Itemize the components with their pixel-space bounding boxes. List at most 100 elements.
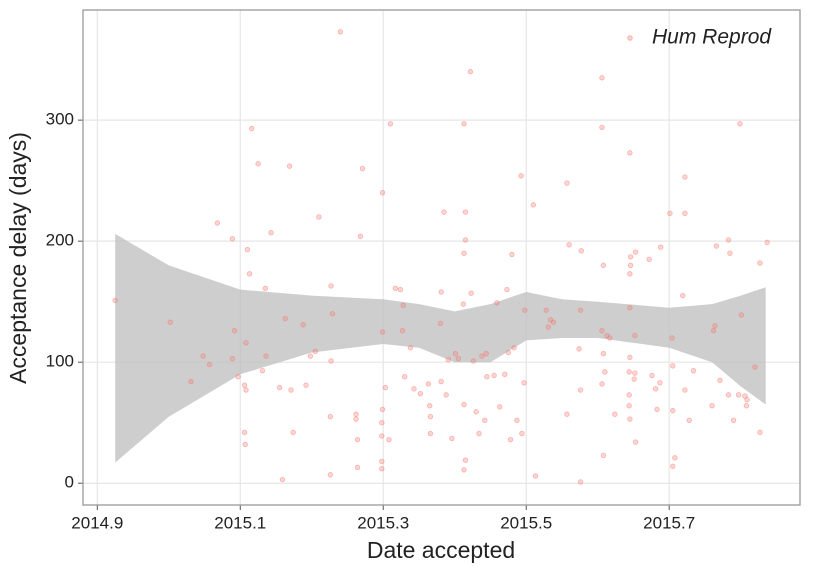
point bbox=[514, 417, 520, 423]
point bbox=[354, 436, 361, 443]
point bbox=[632, 370, 638, 376]
x-tick-label: 2015.5 bbox=[500, 513, 552, 532]
point bbox=[599, 328, 605, 334]
point bbox=[307, 353, 314, 359]
point bbox=[476, 430, 482, 437]
point bbox=[566, 242, 572, 248]
point bbox=[509, 251, 515, 258]
y-axis-label: Acceptance delay (days) bbox=[5, 132, 31, 384]
point bbox=[379, 465, 385, 472]
point bbox=[600, 351, 607, 357]
point bbox=[505, 349, 512, 356]
point bbox=[112, 297, 118, 304]
point bbox=[392, 285, 399, 292]
point bbox=[329, 311, 336, 317]
point bbox=[235, 374, 241, 380]
point bbox=[652, 386, 659, 392]
point bbox=[725, 237, 732, 243]
point bbox=[669, 335, 675, 341]
point bbox=[461, 467, 467, 473]
point bbox=[379, 420, 385, 426]
point bbox=[627, 354, 633, 361]
point bbox=[300, 321, 306, 328]
point bbox=[286, 163, 293, 169]
point bbox=[354, 464, 361, 471]
point bbox=[438, 378, 444, 385]
point bbox=[577, 479, 584, 485]
point bbox=[738, 312, 745, 318]
point bbox=[316, 214, 322, 220]
point bbox=[730, 417, 737, 423]
y-tick-label: 200 bbox=[46, 231, 74, 250]
x-tick-label: 2014.9 bbox=[71, 513, 123, 532]
confidence-band bbox=[115, 233, 766, 463]
point bbox=[627, 254, 634, 260]
point bbox=[231, 328, 238, 334]
point bbox=[427, 413, 434, 420]
y-tick-label: 100 bbox=[46, 352, 74, 371]
point bbox=[686, 417, 692, 423]
point bbox=[441, 209, 447, 215]
point bbox=[462, 237, 469, 243]
point bbox=[288, 387, 294, 393]
point bbox=[242, 441, 248, 448]
point bbox=[386, 436, 392, 443]
x-tick-label: 2015.1 bbox=[214, 513, 266, 532]
point bbox=[382, 384, 389, 391]
point bbox=[632, 249, 639, 255]
point bbox=[443, 392, 449, 398]
point bbox=[379, 406, 386, 413]
point bbox=[491, 372, 497, 379]
point bbox=[243, 387, 249, 393]
point bbox=[667, 210, 673, 217]
point bbox=[602, 369, 608, 375]
point bbox=[357, 233, 364, 240]
point bbox=[600, 262, 607, 269]
point bbox=[425, 381, 431, 387]
point bbox=[276, 384, 283, 391]
point bbox=[670, 463, 676, 469]
point bbox=[353, 411, 359, 417]
point bbox=[649, 372, 655, 379]
point bbox=[200, 353, 206, 359]
point bbox=[359, 165, 366, 172]
point bbox=[657, 244, 664, 250]
point bbox=[455, 355, 461, 362]
point bbox=[764, 239, 770, 246]
point bbox=[743, 403, 750, 409]
point bbox=[577, 307, 584, 313]
y-tick-label: 0 bbox=[65, 473, 74, 492]
point bbox=[690, 367, 697, 374]
point bbox=[577, 387, 584, 393]
point bbox=[578, 248, 584, 254]
point bbox=[599, 75, 605, 81]
point bbox=[379, 458, 385, 465]
point bbox=[462, 209, 469, 215]
point bbox=[484, 374, 490, 380]
point bbox=[599, 124, 605, 131]
point bbox=[401, 374, 408, 380]
point bbox=[626, 369, 632, 375]
point bbox=[427, 430, 434, 437]
x-axis-label: Date accepted bbox=[367, 537, 515, 563]
point bbox=[646, 256, 652, 263]
point bbox=[710, 328, 717, 334]
x-tick-label: 2015.3 bbox=[357, 513, 409, 532]
point bbox=[167, 319, 173, 325]
point bbox=[545, 324, 552, 330]
point bbox=[470, 358, 477, 364]
point bbox=[576, 346, 582, 352]
point bbox=[519, 430, 525, 437]
point bbox=[473, 409, 479, 415]
point bbox=[262, 285, 268, 292]
point bbox=[263, 353, 269, 359]
point bbox=[188, 378, 194, 385]
plot-border bbox=[82, 9, 801, 506]
point bbox=[327, 413, 334, 420]
point bbox=[460, 301, 467, 307]
point bbox=[229, 355, 236, 362]
point bbox=[427, 403, 433, 409]
point bbox=[482, 417, 488, 423]
point bbox=[241, 382, 248, 388]
point bbox=[632, 439, 639, 445]
